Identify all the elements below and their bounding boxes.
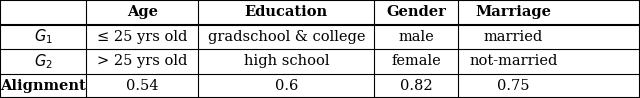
Text: married: married <box>484 30 543 44</box>
Text: 0.54: 0.54 <box>126 79 159 93</box>
Text: gradschool & college: gradschool & college <box>207 30 365 44</box>
Text: not-married: not-married <box>469 54 558 68</box>
Text: Age: Age <box>127 5 158 19</box>
Text: Education: Education <box>245 5 328 19</box>
Text: 0.6: 0.6 <box>275 79 298 93</box>
Text: Marriage: Marriage <box>476 5 552 19</box>
Text: $G_2$: $G_2$ <box>34 52 52 71</box>
Text: female: female <box>391 54 441 68</box>
Text: ≤ 25 yrs old: ≤ 25 yrs old <box>97 30 188 44</box>
Text: $G_1$: $G_1$ <box>34 27 52 46</box>
Text: Gender: Gender <box>386 5 446 19</box>
Text: high school: high school <box>244 54 329 68</box>
Text: 0.75: 0.75 <box>497 79 530 93</box>
Text: male: male <box>398 30 434 44</box>
Text: > 25 yrs old: > 25 yrs old <box>97 54 188 68</box>
Text: 0.82: 0.82 <box>400 79 432 93</box>
Text: Alignment: Alignment <box>1 79 86 93</box>
